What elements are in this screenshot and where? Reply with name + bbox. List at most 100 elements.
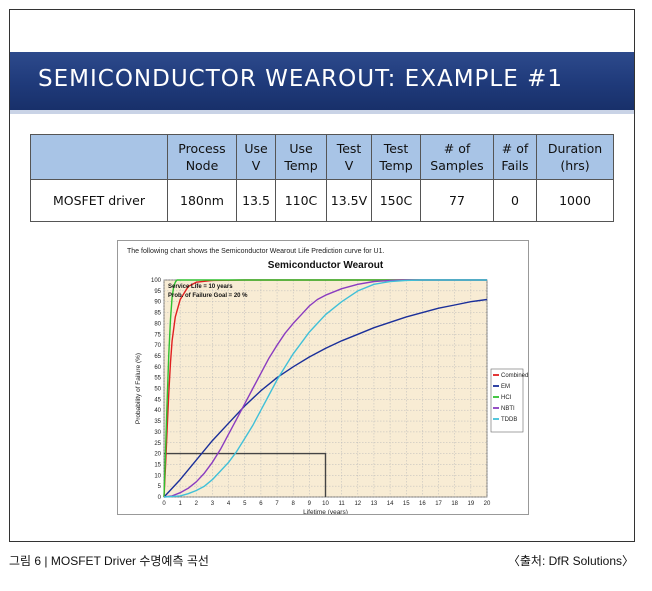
chart-title: Semiconductor Wearout — [268, 260, 384, 271]
x-tick-label: 5 — [243, 501, 247, 507]
y-tick-label: 55 — [154, 376, 161, 382]
x-tick-label: 19 — [468, 501, 475, 507]
legend-label: TDDB — [501, 417, 517, 423]
y-tick-label: 85 — [154, 311, 161, 317]
header-line: Node — [185, 158, 219, 173]
y-tick-label: 15 — [154, 462, 161, 468]
slide-frame: SEMICONDUCTOR WEAROUT: EXAMPLE #1 Proces… — [9, 9, 635, 542]
header-line: Use — [244, 141, 268, 156]
legend-label: HCI — [501, 395, 512, 401]
header-line: V — [344, 158, 354, 173]
header-line: (hrs) — [560, 158, 590, 173]
table-row: MOSFET driver 180nm 13.5 110C 13.5V 150C… — [30, 179, 614, 222]
y-tick-label: 75 — [154, 332, 161, 338]
x-tick-label: 20 — [484, 501, 491, 507]
table-cell: MOSFET driver — [30, 179, 168, 222]
header-line: Fails — [501, 158, 529, 173]
y-tick-label: 25 — [154, 441, 161, 447]
x-tick-label: 11 — [339, 501, 346, 507]
chart-svg: The following chart shows the Semiconduc… — [127, 248, 528, 514]
table-cell: 150C — [371, 179, 421, 222]
x-tick-label: 17 — [435, 501, 442, 507]
chart-annotation: Prob. of Failure Goal = 20 % — [168, 293, 248, 299]
x-tick-label: 10 — [322, 501, 329, 507]
legend-label: NBTI — [501, 406, 515, 412]
y-tick-label: 60 — [154, 365, 161, 371]
table-cell: 77 — [420, 179, 494, 222]
header-line: V — [251, 158, 261, 173]
figure-caption: 그림 6 | MOSFET Driver 수명예측 곡선 — [9, 554, 209, 568]
banner-strip — [10, 110, 634, 114]
y-tick-label: 50 — [154, 387, 161, 393]
table-cell: 13.5 — [236, 179, 276, 222]
header-line: Temp — [379, 158, 413, 173]
legend-label: Combined — [501, 373, 528, 379]
header-cell: Use V — [236, 134, 276, 180]
series-line-hci — [163, 279, 487, 498]
y-tick-label: 20 — [154, 452, 161, 458]
x-tick-label: 1 — [178, 501, 182, 507]
x-tick-label: 3 — [211, 501, 215, 507]
header-line: Process — [178, 141, 226, 156]
x-tick-label: 7 — [275, 501, 279, 507]
y-tick-label: 100 — [151, 278, 162, 284]
table-cell: 110C — [275, 179, 327, 222]
header-cell: # of Fails — [493, 134, 537, 180]
series-line-nbti — [163, 279, 487, 498]
chart-intro: The following chart shows the Semiconduc… — [127, 248, 384, 255]
series-line-tddb — [163, 279, 487, 498]
header-cell: # of Samples — [420, 134, 494, 180]
slide-title: SEMICONDUCTOR WEAROUT: EXAMPLE #1 — [38, 66, 563, 92]
header-cell: Test Temp — [371, 134, 421, 180]
y-tick-label: 45 — [154, 397, 161, 403]
legend-label: EM — [501, 384, 510, 390]
header-cell — [30, 134, 168, 180]
y-tick-label: 30 — [154, 430, 161, 436]
header-line: Test — [336, 141, 362, 156]
header-line: Use — [289, 141, 313, 156]
header-line: Duration — [547, 141, 603, 156]
header-line: Temp — [284, 158, 318, 173]
x-tick-label: 16 — [419, 501, 426, 507]
x-tick-label: 15 — [403, 501, 410, 507]
table-cell: 180nm — [167, 179, 237, 222]
x-tick-label: 0 — [162, 501, 166, 507]
x-axis-label: Lifetime (years) — [303, 509, 348, 514]
spec-table: Process Node Use V Use Temp Test V Test Temp … — [30, 134, 614, 222]
y-tick-label: 70 — [154, 343, 161, 349]
series-line-em — [163, 298, 488, 498]
table-cell: 0 — [493, 179, 537, 222]
y-tick-label: 5 — [158, 484, 162, 490]
y-tick-label: 80 — [154, 321, 161, 327]
y-tick-label: 90 — [154, 300, 161, 306]
x-tick-label: 8 — [292, 501, 296, 507]
table-cell: 13.5V — [326, 179, 372, 222]
table-header-row: Process Node Use V Use Temp Test V Test Temp … — [30, 134, 614, 180]
header-cell: Test V — [326, 134, 372, 180]
chart-annotation: Service Life = 10 years — [168, 284, 233, 290]
x-tick-label: 9 — [308, 501, 312, 507]
y-tick-label: 10 — [154, 473, 161, 479]
header-line: Test — [383, 141, 409, 156]
x-tick-label: 14 — [387, 501, 394, 507]
y-tick-label: 65 — [154, 354, 161, 360]
header-cell: Use Temp — [275, 134, 327, 180]
header-cell: Duration (hrs) — [536, 134, 614, 180]
source-credit: 〈출처: DfR Solutions〉 — [507, 554, 634, 568]
x-tick-label: 12 — [354, 501, 361, 507]
x-tick-label: 6 — [259, 501, 263, 507]
header-line: # of — [443, 141, 471, 156]
y-tick-label: 40 — [154, 408, 161, 414]
x-tick-label: 13 — [371, 501, 378, 507]
y-tick-label: 95 — [154, 289, 161, 295]
y-axis-label: Probability of Failure (%) — [135, 353, 142, 424]
x-tick-label: 2 — [195, 501, 199, 507]
y-tick-label: 0 — [158, 495, 162, 501]
header-cell: Process Node — [167, 134, 237, 180]
y-tick-label: 35 — [154, 419, 161, 425]
x-tick-label: 18 — [451, 501, 458, 507]
legend-box — [490, 368, 524, 433]
title-banner — [10, 52, 634, 110]
wearout-chart: The following chart shows the Semiconduc… — [117, 240, 529, 515]
table-cell: 1000 — [536, 179, 614, 222]
